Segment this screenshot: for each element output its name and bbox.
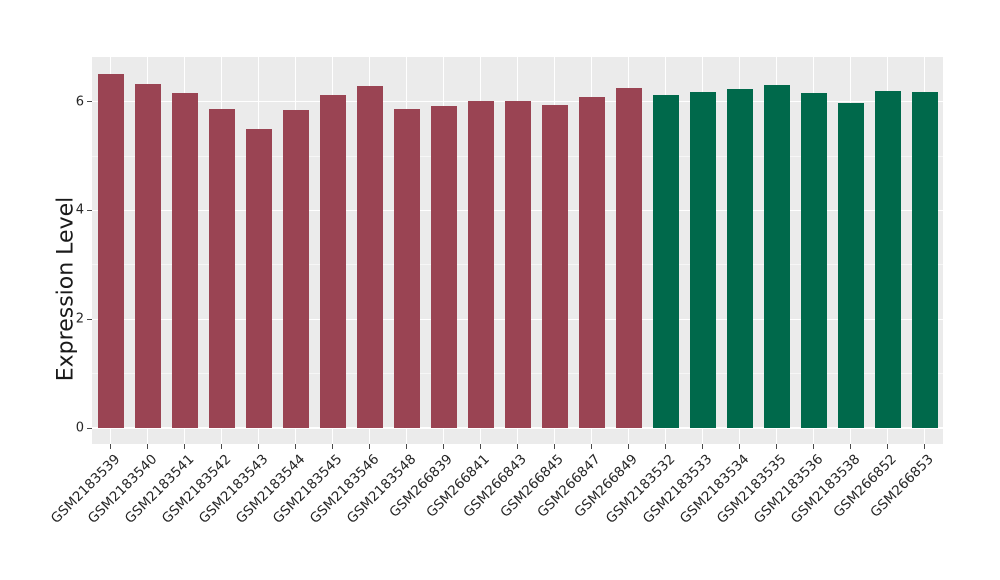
bar-GSM2183542: [208, 108, 235, 429]
bar-GSM2183543: [245, 128, 272, 429]
bar-GSM266845: [541, 105, 568, 429]
x-tick-mark: [553, 444, 556, 449]
x-tick-mark: [442, 444, 445, 449]
y-tick-label: 0: [75, 420, 84, 436]
x-tick-mark: [294, 444, 297, 449]
y-tick-mark: [87, 100, 92, 103]
x-tick-mark: [775, 444, 778, 449]
bar-GSM2183540: [134, 84, 161, 429]
bar-GSM266839: [430, 105, 457, 429]
x-tick-mark: [701, 444, 704, 449]
y-tick-mark: [87, 318, 92, 321]
x-tick-mark: [331, 444, 334, 449]
y-axis-title: Expression Level: [53, 196, 79, 382]
bar-GSM2183533: [689, 91, 716, 429]
y-tick-label: 4: [75, 202, 84, 218]
x-tick-mark: [886, 444, 889, 449]
bar-GSM2183532: [652, 94, 679, 429]
bar-GSM266852: [874, 90, 901, 429]
x-tick-mark: [257, 444, 260, 449]
x-tick-mark: [109, 444, 112, 449]
bar-GSM266841: [467, 100, 494, 429]
x-tick-mark: [849, 444, 852, 449]
bar-GSM266847: [578, 97, 605, 429]
y-tick-mark: [87, 427, 92, 429]
bar-GSM2183541: [171, 93, 198, 429]
x-tick-mark: [183, 444, 186, 449]
x-tick-mark: [368, 444, 371, 449]
x-tick-mark: [220, 444, 223, 449]
x-tick-mark: [516, 444, 519, 449]
bar-GSM266849: [615, 88, 642, 429]
x-tick-mark: [738, 444, 741, 449]
bar-GSM2183534: [726, 89, 753, 429]
y-tick-mark: [87, 209, 92, 212]
x-tick-mark: [627, 444, 630, 449]
y-tick-label: 6: [75, 94, 84, 110]
plot-panel: [92, 57, 943, 444]
y-tick-label: 2: [75, 311, 84, 327]
bar-GSM2183535: [763, 85, 790, 429]
bar-GSM2183546: [356, 86, 383, 429]
x-tick-mark: [590, 444, 593, 449]
bar-GSM266853: [911, 92, 938, 429]
x-tick-mark: [405, 444, 408, 449]
x-tick-mark: [664, 444, 667, 449]
x-tick-mark: [479, 444, 482, 449]
x-tick-mark: [812, 444, 815, 449]
bar-GSM2183545: [319, 95, 346, 429]
bar-GSM2183536: [800, 92, 827, 429]
x-tick-mark: [146, 444, 149, 449]
bar-GSM266843: [504, 101, 531, 429]
x-tick-mark: [923, 444, 926, 449]
bar-GSM2183548: [393, 108, 420, 429]
bar-GSM2183539: [97, 73, 124, 429]
bar-GSM2183538: [837, 103, 864, 429]
bar-GSM2183544: [282, 110, 309, 429]
